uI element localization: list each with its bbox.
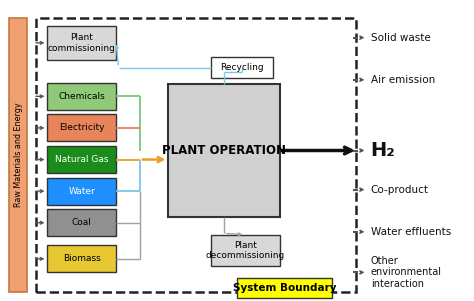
Text: System Boundary: System Boundary: [233, 283, 336, 293]
Text: Water: Water: [68, 187, 95, 196]
Text: Plant
decommissioning: Plant decommissioning: [206, 241, 285, 260]
Text: Water effluents: Water effluents: [371, 227, 451, 237]
Text: PLANT OPERATION: PLANT OPERATION: [162, 144, 286, 157]
Bar: [47, 146, 116, 173]
Text: Biomass: Biomass: [63, 254, 100, 263]
Bar: [47, 209, 116, 236]
Text: Recycling: Recycling: [220, 63, 264, 72]
Bar: [9, 18, 27, 292]
Text: Coal: Coal: [72, 218, 91, 227]
Bar: [211, 57, 273, 78]
Text: Co-product: Co-product: [371, 185, 428, 195]
Text: Air emission: Air emission: [371, 75, 435, 85]
Bar: [168, 84, 280, 217]
Text: Raw Materials and Energy: Raw Materials and Energy: [14, 103, 23, 207]
Text: Natural Gas: Natural Gas: [55, 155, 109, 164]
Bar: [47, 114, 116, 141]
Text: Other
environmental
interaction: Other environmental interaction: [371, 256, 442, 289]
Bar: [47, 83, 116, 110]
Text: Chemicals: Chemicals: [58, 92, 105, 101]
Bar: [211, 235, 280, 266]
Bar: [36, 18, 356, 292]
Bar: [47, 245, 116, 272]
Bar: [47, 26, 116, 60]
Bar: [47, 178, 116, 205]
Text: Electricity: Electricity: [59, 123, 104, 132]
Text: H₂: H₂: [371, 141, 395, 160]
Bar: [237, 278, 332, 298]
Text: Plant
commissioning: Plant commissioning: [48, 33, 116, 53]
Text: Solid waste: Solid waste: [371, 33, 430, 43]
